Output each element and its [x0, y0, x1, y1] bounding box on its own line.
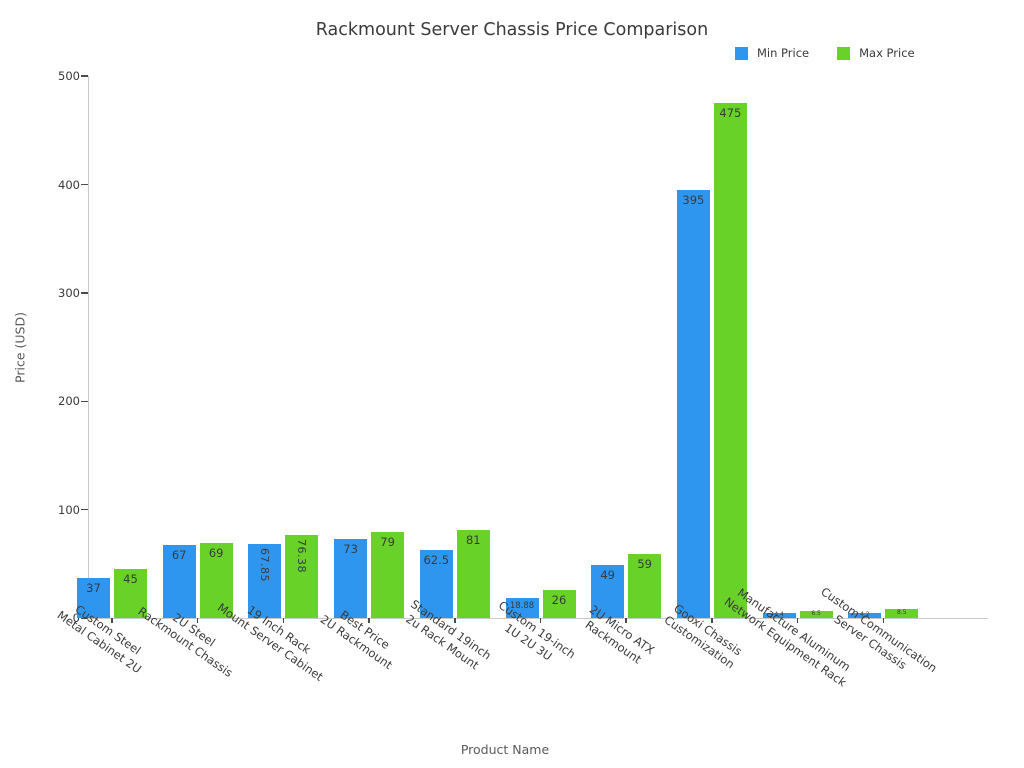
- min-price-swatch-icon: [735, 46, 748, 60]
- x-tick-mark: [711, 618, 713, 623]
- y-axis-line: [88, 76, 89, 618]
- y-tick-mark: [81, 183, 88, 186]
- y-tick-label: 100: [58, 502, 80, 517]
- x-tick-mark: [796, 618, 799, 623]
- bar-min-8: [676, 189, 710, 618]
- x-tick-mark: [539, 618, 542, 623]
- bar-value-label: 26: [551, 592, 567, 607]
- bar-value-label: 37: [86, 580, 101, 595]
- y-axis-title: Price (USD): [12, 312, 28, 383]
- legend-item-max-price: Max Price: [837, 46, 915, 60]
- y-tick-label: 400: [58, 177, 80, 192]
- y-tick-mark: [81, 400, 88, 403]
- bar-min-4: [334, 538, 368, 618]
- x-tick-mark: [454, 618, 456, 623]
- bar-max-9: [799, 610, 833, 618]
- bar-value-label: 81: [465, 533, 481, 548]
- bar-max-8: [713, 103, 747, 618]
- bar-value-label: 18.88: [509, 600, 535, 611]
- bar-min-7: [591, 564, 625, 618]
- bar-max-10: [885, 608, 919, 618]
- y-tick-label: 200: [58, 394, 80, 409]
- bar-max-2: [199, 543, 233, 618]
- y-tick-mark: [81, 75, 88, 77]
- bar-value-label: 69: [208, 546, 224, 561]
- bar-min-2: [162, 545, 196, 618]
- y-tick-mark: [81, 617, 88, 619]
- x-tick-mark: [368, 618, 370, 623]
- bar-max-1: [114, 569, 147, 618]
- bar-value-label: 62.5: [423, 553, 450, 568]
- legend-label-min-price: Min Price: [757, 46, 810, 60]
- y-tick-label: 0: [72, 611, 80, 625]
- x-tick-mark: [196, 618, 199, 623]
- bar-value-label: 49: [600, 567, 615, 582]
- max-price-swatch-icon: [837, 46, 851, 60]
- bar-value-label: 45: [123, 572, 138, 587]
- bar-value-label: 59: [637, 557, 652, 572]
- legend: Min Price Max Price: [735, 46, 915, 60]
- bar-value-label: 475: [719, 106, 742, 121]
- bar-value-label: 67.85: [257, 548, 271, 583]
- x-axis-title: Product Name: [460, 742, 550, 757]
- bar-max-6: [542, 589, 576, 618]
- bar-value-label: 8.5: [897, 608, 907, 616]
- bar-value-label: 73: [343, 541, 358, 556]
- bar-value-label: 6.5: [811, 609, 821, 617]
- bar-min-3: [248, 544, 282, 618]
- bar-max-7: [628, 554, 662, 618]
- bar-value-label: 76.38: [294, 539, 308, 574]
- bar-value-label: 4.4: [774, 611, 784, 619]
- bar-value-label: 395: [682, 192, 705, 207]
- bar-value-label: 79: [380, 535, 395, 550]
- bar-min-1: [77, 577, 110, 618]
- x-tick-mark: [882, 618, 885, 623]
- y-tick-mark: [81, 508, 88, 511]
- y-tick-mark: [81, 292, 88, 294]
- legend-item-min-price: Min Price: [735, 46, 809, 60]
- x-tick-mark: [282, 618, 285, 623]
- legend-label-max-price: Max Price: [859, 46, 915, 60]
- x-tick-mark: [625, 618, 627, 623]
- x-axis-line: [88, 618, 988, 619]
- bar-min-5: [419, 550, 453, 618]
- chart-title: Rackmount Server Chassis Price Compariso…: [315, 20, 709, 40]
- bar-max-5: [456, 530, 490, 618]
- bar-min-10: [848, 613, 882, 618]
- y-tick-label: 500: [58, 69, 80, 84]
- y-tick-label: 300: [58, 285, 80, 300]
- bar-max-3: [285, 535, 319, 618]
- bar-value-label: 67: [171, 548, 187, 563]
- bar-min-9: [762, 613, 796, 618]
- bar-value-label: 4.2: [860, 611, 870, 619]
- bar-min-6: [505, 597, 539, 618]
- bar-max-4: [371, 532, 405, 618]
- x-tick-mark: [111, 618, 113, 623]
